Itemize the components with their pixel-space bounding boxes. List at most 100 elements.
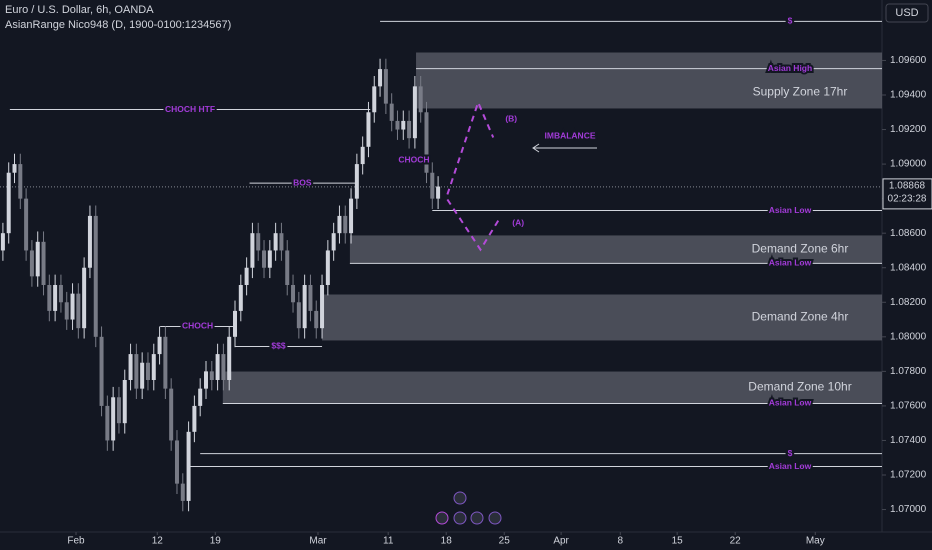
candle-body: [116, 397, 121, 424]
level-label: CHOCH: [182, 321, 213, 331]
candle-body: [349, 198, 354, 234]
zone: [416, 52, 882, 109]
y-tick-label: 1.09400: [890, 90, 927, 101]
level-label: Asian High: [768, 63, 812, 73]
candle-body: [221, 354, 226, 380]
x-tick-label: 25: [499, 536, 511, 547]
level-label: $$$: [271, 341, 285, 351]
candle-body: [169, 388, 174, 441]
x-tick-label: Mar: [309, 536, 327, 547]
candle-body: [70, 293, 75, 320]
candle-body: [93, 215, 98, 337]
level-label: Asian Low: [769, 258, 812, 268]
currency-label[interactable]: USD: [895, 7, 918, 19]
candle-body: [29, 250, 34, 277]
icon[interactable]: [435, 511, 449, 525]
candle-body: [145, 362, 150, 380]
candle-body: [238, 285, 243, 311]
candle-body: [354, 164, 359, 199]
zone-label: Demand Zone 6hr: [752, 242, 849, 256]
candle-body: [198, 388, 203, 406]
x-tick-label: 19: [210, 536, 222, 547]
y-tick-label: 1.07400: [890, 435, 927, 446]
level-label: $: [788, 448, 793, 458]
candle-body: [308, 285, 313, 311]
candle-body: [18, 164, 23, 199]
last-price-box: [882, 178, 932, 210]
candle-body: [0, 233, 5, 251]
imbalance-arrowhead: [532, 143, 540, 153]
y-tick-label: 1.09600: [890, 55, 927, 66]
level-label: Asian Low: [769, 461, 812, 471]
candle-body: [273, 233, 278, 251]
x-tick-label: 8: [618, 536, 624, 547]
candle-body: [407, 120, 412, 139]
currency-button[interactable]: [885, 3, 929, 23]
candle-body: [383, 69, 388, 104]
last-price-label: 1.08868: [889, 181, 926, 192]
candle-body: [320, 285, 325, 329]
candle-body: [174, 440, 179, 484]
candle-body: [87, 215, 92, 268]
candle-body: [372, 86, 377, 113]
candle-body: [250, 233, 255, 268]
candle-body: [244, 267, 249, 285]
y-tick-label: 1.08600: [890, 228, 927, 239]
candle-body: [203, 371, 208, 389]
candle-body: [325, 250, 330, 285]
candle-body: [395, 120, 400, 130]
icon[interactable]: [453, 491, 467, 505]
y-tick-label: 1.09200: [890, 124, 927, 135]
candle-body: [267, 250, 272, 268]
candle-body: [430, 172, 435, 199]
y-tick-label: 1.07800: [890, 366, 927, 377]
y-tick-label: 1.08000: [890, 331, 927, 342]
candle-body: [99, 336, 104, 406]
icon[interactable]: [470, 511, 484, 525]
y-tick-label: 1.08400: [890, 262, 927, 273]
projection-label: (B): [505, 114, 517, 124]
x-tick-label: 12: [152, 536, 164, 547]
icon[interactable]: [453, 511, 467, 525]
candle-body: [337, 215, 342, 234]
x-tick-label: 15: [672, 536, 684, 547]
icon[interactable]: [488, 511, 502, 525]
level-label: $: [788, 16, 793, 26]
x-tick-label: May: [806, 536, 825, 547]
candle-body: [122, 380, 127, 424]
candle-body: [366, 112, 371, 147]
indicator-title: AsianRange Nico948 (D, 1900-0100:1234567…: [5, 19, 231, 31]
candle-body: [378, 69, 383, 87]
candle-body: [360, 146, 365, 165]
candle-body: [302, 285, 307, 329]
candle-body: [157, 336, 162, 355]
candle-body: [227, 336, 232, 380]
candle-body: [186, 431, 191, 501]
candle-body: [436, 186, 441, 199]
candle-body: [192, 405, 197, 432]
candle-body: [424, 112, 429, 173]
countdown-label: 02:23:28: [888, 194, 927, 205]
candle-body: [412, 86, 417, 139]
zone-label: Demand Zone 4hr: [752, 310, 849, 324]
y-tick-label: 1.08200: [890, 297, 927, 308]
candle-body: [134, 354, 139, 389]
candle-body: [140, 362, 145, 389]
candle-body: [24, 198, 29, 251]
candle-body: [233, 310, 238, 337]
candle-body: [279, 233, 284, 251]
candle-body: [47, 285, 52, 311]
candle-body: [314, 310, 319, 329]
projection-path: [446, 198, 502, 252]
candle-body: [35, 241, 40, 277]
candle-body: [291, 285, 296, 303]
candle-body: [215, 354, 220, 380]
candle-body: [209, 371, 214, 380]
y-tick-label: 1.07600: [890, 401, 927, 412]
candle-body: [151, 354, 156, 380]
candle-body: [296, 302, 301, 329]
x-tick-label: 22: [730, 536, 742, 547]
level-label: CHOCH HTF: [165, 104, 215, 114]
candle-body: [105, 405, 110, 441]
